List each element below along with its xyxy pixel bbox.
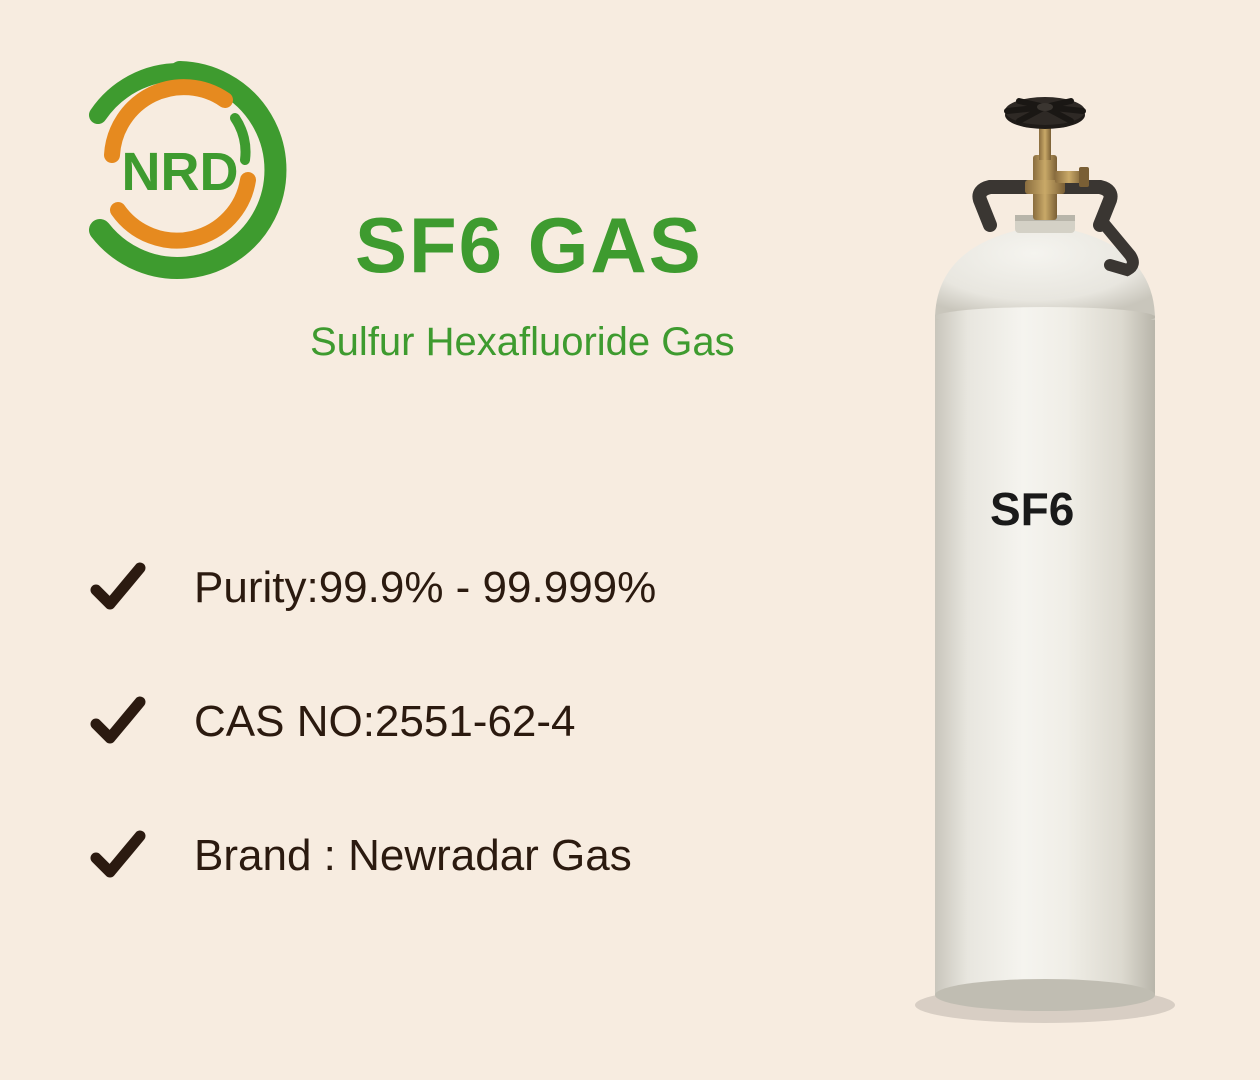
spec-label: Purity:99.9% - 99.999%	[194, 563, 656, 613]
spec-list: Purity:99.9% - 99.999% CAS NO:2551-62-4 …	[90, 560, 656, 962]
spec-row-brand: Brand : Newradar Gas	[90, 828, 656, 884]
product-subtitle: Sulfur Hexafluoride Gas	[310, 320, 735, 365]
spec-row-purity: Purity:99.9% - 99.999%	[90, 560, 656, 616]
gas-cylinder: SF6	[895, 85, 1195, 1025]
logo-text: NRD	[122, 142, 239, 202]
spec-row-cas: CAS NO:2551-62-4	[90, 694, 656, 750]
spec-label: CAS NO:2551-62-4	[194, 697, 576, 747]
check-icon	[90, 560, 146, 616]
brand-logo: NRD	[70, 60, 290, 280]
spec-label: Brand : Newradar Gas	[194, 831, 632, 881]
check-icon	[90, 828, 146, 884]
product-title: SF6 GAS	[355, 200, 703, 291]
cylinder-label: SF6	[990, 483, 1074, 535]
check-icon	[90, 694, 146, 750]
valve-handwheel	[1005, 97, 1085, 129]
cylinder-svg: SF6	[895, 85, 1195, 1025]
logo-svg: NRD	[70, 60, 290, 280]
